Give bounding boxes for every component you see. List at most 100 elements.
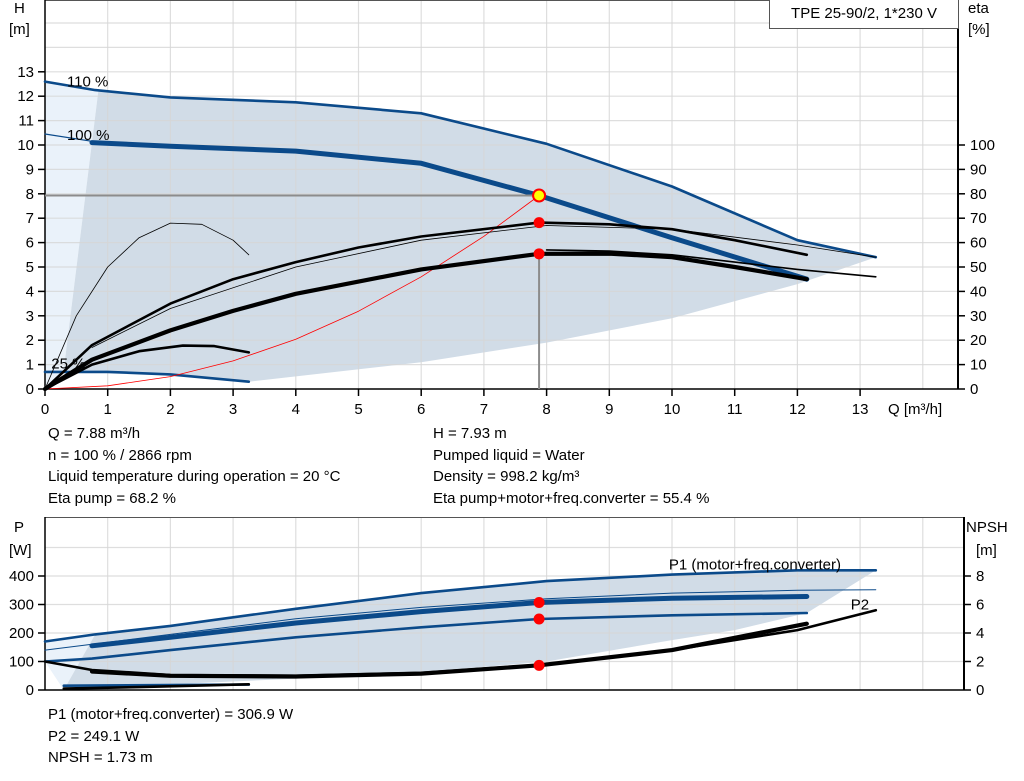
head-efficiency-series-line	[42, 251, 809, 392]
x-tick-label: 5	[354, 401, 362, 418]
power-npsh-right-tick-label: 2	[976, 654, 984, 671]
x-axis-label: Q [m³/h]	[888, 401, 942, 418]
head-efficiency-operating-region	[63, 91, 876, 382]
head-efficiency-left-tick-label: 1	[26, 357, 34, 374]
x-tick-label: 2	[166, 401, 174, 418]
operating-point-eta-pump	[533, 217, 545, 229]
power-npsh-left-tick-label: 200	[9, 625, 34, 642]
x-tick-label: 9	[605, 401, 613, 418]
head-efficiency-left-tick-label: 0	[26, 381, 34, 398]
power-npsh-series-line	[43, 568, 878, 643]
power-npsh-series-line	[44, 589, 877, 651]
power-npsh-annotation: P1 (motor+freq.converter)	[669, 557, 841, 574]
x-tick-label: 6	[417, 401, 425, 418]
power-npsh-series-line	[89, 594, 810, 649]
operating-point-head	[532, 188, 547, 203]
x-tick-label: 0	[41, 401, 49, 418]
power-npsh-series-line	[62, 682, 251, 690]
info-bottom: P1 (motor+freq.converter) = 306.9 W P2 =…	[48, 704, 293, 769]
head-efficiency-series-line	[545, 249, 877, 278]
power-npsh-right-tick-label: 6	[976, 597, 984, 614]
head-efficiency-right-tick-label: 70	[970, 210, 987, 227]
head-efficiency-right-tick-label: 30	[970, 308, 987, 325]
head-efficiency-left-label: H	[14, 0, 25, 17]
operating-point-npsh	[533, 659, 545, 671]
power-npsh-left-tick-label: 400	[9, 568, 34, 585]
info-flow: Q = 7.88 m³/h	[48, 425, 141, 442]
head-efficiency-light-region	[45, 81, 99, 389]
head-efficiency-right-tick-label: 100	[970, 137, 995, 154]
head-efficiency-series-line	[89, 140, 810, 282]
power-npsh-right-unit: [m]	[976, 542, 997, 559]
info-speed: n = 100 % / 2866 rpm	[48, 446, 192, 464]
head-efficiency-right-tick-label: 0	[970, 381, 978, 398]
x-tick-label: 10	[664, 401, 681, 418]
info-p1: P1 (motor+freq.converter) = 306.9 W	[48, 706, 294, 723]
x-tick-label: 1	[104, 401, 112, 418]
head-efficiency-left-tick-label: 8	[26, 186, 34, 203]
head-efficiency-annotation: 100 %	[67, 127, 110, 144]
head-efficiency-series-line	[44, 133, 93, 142]
head-efficiency-left-unit: [m]	[9, 21, 30, 38]
head-efficiency-right-tick-label: 20	[970, 332, 987, 349]
head-efficiency-series-line	[43, 80, 878, 259]
head-efficiency-right-tick-label: 10	[970, 357, 987, 374]
info-top-left: Q = 7.88 m³/h n = 100 % / 2866 rpm Liqui…	[48, 423, 340, 509]
power-npsh-left-tick-label: 100	[9, 654, 34, 671]
head-efficiency-series-line	[43, 344, 251, 391]
power-npsh-left-label: P	[14, 519, 24, 536]
head-efficiency-left-tick-label: 12	[17, 88, 34, 105]
info-top-right: H = 7.93 m Pumped liquid = Water Density…	[433, 423, 709, 509]
power-npsh-right-tick-label: 8	[976, 568, 984, 585]
power-npsh-annotation: P2	[851, 597, 869, 614]
head-efficiency-series-line	[91, 225, 877, 348]
head-efficiency-right-tick-label: 40	[970, 283, 987, 300]
head-efficiency-left-tick-label: 2	[26, 332, 34, 349]
head-efficiency-left-tick-label: 10	[17, 137, 34, 154]
head-efficiency-annotation: 25 %	[51, 355, 85, 372]
head-efficiency-right-tick-label: 50	[970, 259, 987, 276]
power-npsh-right-tick-label: 4	[976, 625, 984, 642]
power-npsh-right-tick-label: 0	[976, 682, 984, 699]
pump-title: TPE 25-90/2, 1*230 V	[769, 0, 959, 29]
power-npsh-left-tick-label: 300	[9, 597, 34, 614]
operating-point-p1	[533, 597, 545, 609]
x-tick-label: 8	[542, 401, 550, 418]
head-efficiency-series-line	[44, 195, 540, 390]
info-eta-pump: Eta pump = 68.2 %	[48, 489, 176, 507]
info-pumped-liquid: Pumped liquid = Water	[433, 446, 585, 464]
power-npsh-left-tick-label: 0	[26, 682, 34, 699]
x-tick-label: 7	[480, 401, 488, 418]
head-efficiency-series-line	[43, 221, 809, 391]
head-efficiency-right-tick-label: 90	[970, 161, 987, 178]
info-head: H = 7.93 m	[433, 425, 507, 442]
head-efficiency-left-tick-label: 3	[26, 308, 34, 325]
head-efficiency-right-label: eta	[968, 0, 990, 17]
x-tick-label: 4	[292, 401, 300, 418]
operating-point-eta-total	[533, 248, 545, 260]
x-tick-label: 3	[229, 401, 237, 418]
info-density: Density = 998.2 kg/m³	[433, 468, 580, 485]
head-efficiency-left-tick-label: 7	[26, 210, 34, 227]
head-efficiency-right-tick-label: 60	[970, 235, 987, 252]
x-tick-label: 13	[852, 401, 869, 418]
head-efficiency-series-line	[44, 222, 250, 390]
info-npsh: NPSH = 1.73 m	[48, 749, 153, 766]
head-efficiency-right-tick-label: 80	[970, 186, 987, 203]
power-npsh-series-line	[43, 608, 878, 678]
info-p2: P2 = 249.1 W	[48, 727, 140, 745]
power-npsh-left-unit: [W]	[9, 542, 32, 559]
head-efficiency-left-tick-label: 13	[17, 64, 34, 81]
head-efficiency-left-tick-label: 9	[26, 161, 34, 178]
head-efficiency-left-tick-label: 11	[18, 113, 34, 130]
info-eta-total: Eta pump+motor+freq.converter = 55.4 %	[433, 489, 710, 507]
x-tick-label: 11	[727, 401, 743, 418]
head-efficiency-left-tick-label: 4	[26, 283, 34, 300]
head-efficiency-left-tick-label: 5	[26, 259, 34, 276]
head-efficiency-annotation: 110 %	[67, 74, 108, 91]
info-liquid-temperature: Liquid temperature during operation = 20…	[48, 468, 341, 485]
head-efficiency-right-unit: [%]	[968, 21, 990, 38]
power-npsh-right-label: NPSH	[966, 519, 1008, 536]
